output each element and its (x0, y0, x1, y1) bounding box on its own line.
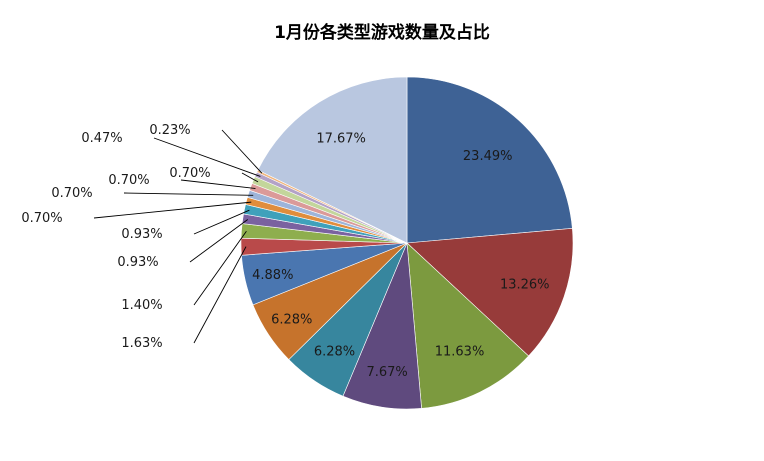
leader-line (193, 246, 247, 344)
slice-label: 0.23% (149, 123, 190, 138)
slice-label: 6.28% (271, 313, 312, 328)
slice-label: 0.70% (108, 173, 149, 188)
slice-label: 0.70% (169, 166, 210, 181)
leader-line (221, 129, 263, 174)
slice-label: 0.70% (51, 186, 92, 201)
slice-label: 0.70% (21, 211, 62, 226)
slice-label: 0.93% (117, 255, 158, 270)
slice-label: 17.67% (316, 131, 366, 146)
pie-slice (406, 228, 574, 357)
pie-slice (257, 76, 408, 244)
leader-line (123, 192, 254, 196)
leader-line (153, 137, 261, 177)
leader-line (180, 179, 256, 189)
leader-line (241, 172, 259, 183)
slice-label: 0.47% (81, 131, 122, 146)
slice-label: 13.26% (500, 277, 550, 292)
leader-line (193, 209, 250, 235)
slice-label: 23.49% (463, 149, 513, 164)
slice-label: 1.63% (121, 336, 162, 351)
slice-label: 6.28% (314, 344, 355, 359)
pie-slice (406, 76, 573, 244)
leader-line (189, 219, 248, 263)
leader-line (193, 230, 247, 306)
slice-label: 11.63% (435, 344, 485, 359)
slice-label: 0.93% (121, 227, 162, 242)
slice-label: 7.67% (366, 365, 407, 380)
chart-title: 1月份各类型游戏数量及占比 (274, 23, 490, 43)
slice-label: 4.88% (252, 268, 293, 283)
pie-slice (406, 242, 530, 409)
leader-line (93, 201, 252, 219)
slice-label: 1.40% (121, 298, 162, 313)
